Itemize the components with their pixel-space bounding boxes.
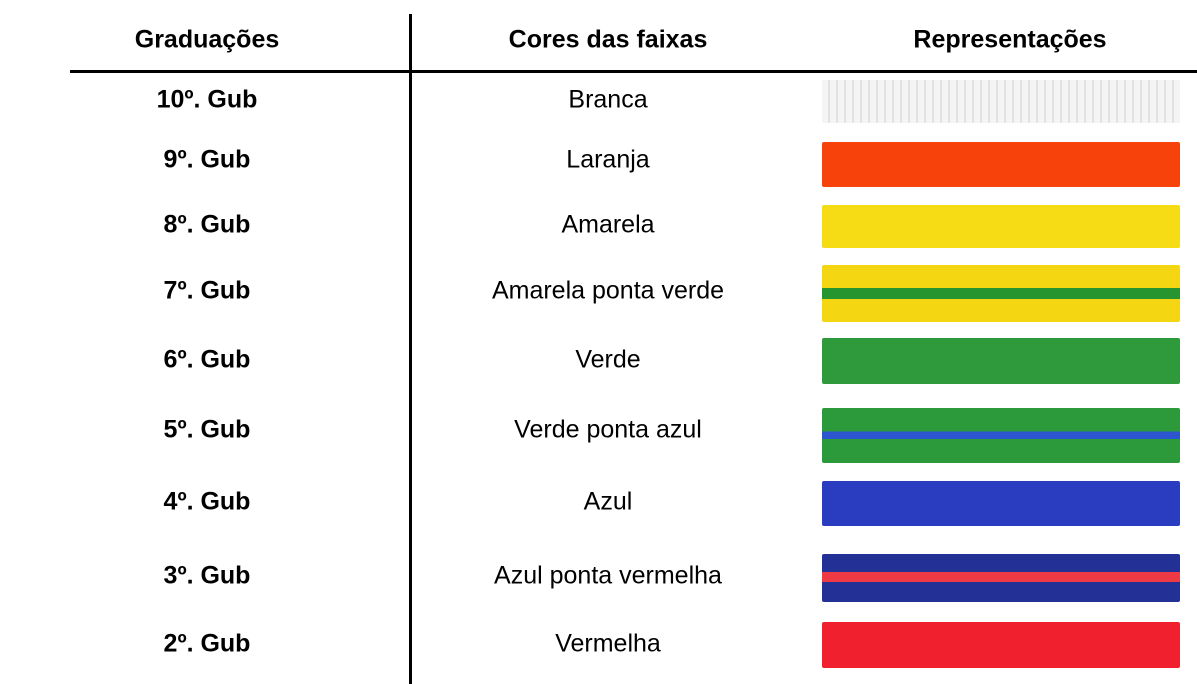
grade: 8º. Gub [163, 210, 251, 239]
belt-color: Laranja [566, 145, 650, 174]
grade: 4º. Gub [163, 487, 251, 516]
belt-orange [822, 142, 1180, 187]
belt-color: Verde ponta azul [514, 415, 702, 444]
header: Representações [913, 25, 1107, 54]
belt-color: Branca [568, 85, 648, 114]
belt-blue [822, 481, 1180, 526]
belt-green-blue [822, 408, 1180, 463]
grade: 9º. Gub [163, 145, 251, 174]
grade: 3º. Gub [163, 561, 251, 590]
belt-yellow [822, 205, 1180, 248]
grade: 6º. Gub [163, 345, 251, 374]
grade: 7º. Gub [163, 276, 251, 305]
header: Graduações [134, 25, 280, 54]
belt-color: Azul [583, 487, 633, 516]
column-rule [409, 14, 412, 684]
grade: 10º. Gub [156, 85, 258, 114]
grade: 2º. Gub [163, 629, 251, 658]
belt-yellow-green [822, 265, 1180, 322]
header: Cores das faixas [508, 25, 708, 54]
belt-color: Verde [575, 345, 641, 374]
belt-red [822, 622, 1180, 668]
belt-color: Vermelha [555, 629, 661, 658]
grade: 5º. Gub [163, 415, 251, 444]
belt-color: Amarela ponta verde [491, 276, 725, 305]
belt-blue-red [822, 554, 1180, 602]
belt-green [822, 338, 1180, 384]
belt-white [822, 80, 1180, 123]
header-rule [70, 70, 1197, 73]
belt-color: Azul ponta vermelha [494, 561, 722, 590]
belt-color: Amarela [561, 210, 655, 239]
